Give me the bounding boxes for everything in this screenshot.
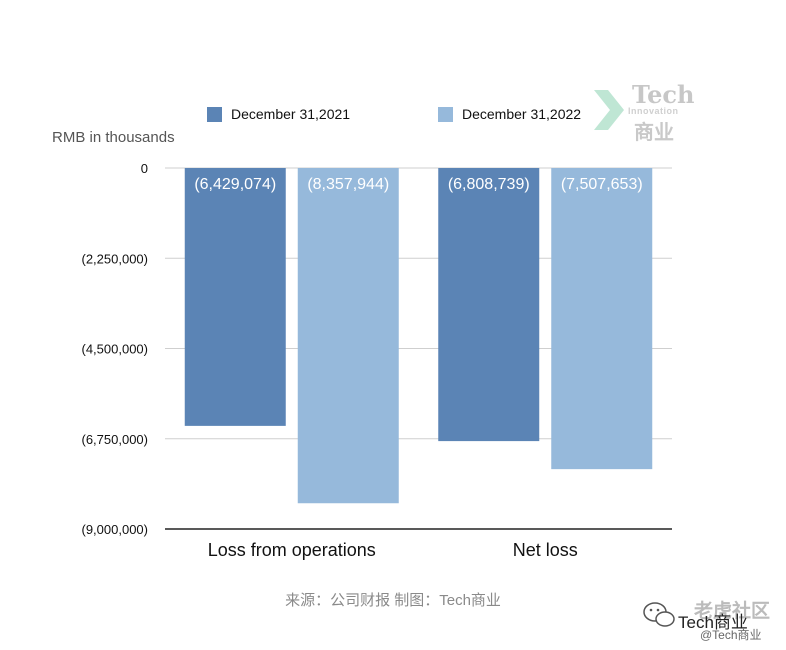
legend-label-2021: December 31,2021	[231, 106, 351, 122]
data-label: (6,429,074)	[194, 176, 276, 193]
watermark: 老虎社区 Tech商业 @Tech商业	[642, 594, 782, 644]
y-tick-label: 0	[141, 161, 148, 176]
data-label: (6,808,739)	[448, 176, 530, 193]
x-tick-label: Net loss	[513, 540, 578, 560]
x-tick-label: Loss from operations	[208, 540, 376, 560]
watermark-brand: Tech商业	[678, 613, 748, 632]
y-tick-label: (9,000,000)	[82, 522, 149, 537]
logo-text-tech: Tech	[632, 80, 695, 109]
legend-item-2022: December 31,2022	[438, 106, 581, 122]
bar	[438, 168, 540, 442]
legend-item-2021: December 31,2021	[207, 106, 350, 122]
y-axis-label: RMB in thousands	[52, 129, 175, 146]
legend-swatch-2022	[438, 106, 453, 122]
bar	[297, 168, 399, 504]
logo-text-innovation: Innovation	[628, 106, 679, 116]
source-caption: 来源：公司财报 制图：Tech商业	[285, 592, 501, 609]
y-tick-label: (4,500,000)	[82, 342, 149, 357]
watermark-handle: @Tech商业	[700, 628, 762, 642]
watermark-community: 老虎社区	[694, 601, 771, 622]
y-tick-label: (6,750,000)	[82, 432, 149, 447]
tech-innovation-logo: Tech Innovation 商业	[592, 80, 702, 144]
data-label: (7,507,653)	[561, 176, 643, 193]
chevron-right-icon	[594, 90, 624, 130]
wechat-icon	[643, 602, 675, 627]
y-tick-label: (2,250,000)	[82, 251, 149, 266]
bar	[184, 168, 286, 426]
legend-label-2022: December 31,2022	[462, 106, 582, 122]
legend-swatch-2021	[207, 106, 222, 122]
bar	[551, 168, 653, 470]
logo-text-cn: 商业	[634, 122, 674, 144]
data-label: (8,357,944)	[307, 176, 389, 193]
